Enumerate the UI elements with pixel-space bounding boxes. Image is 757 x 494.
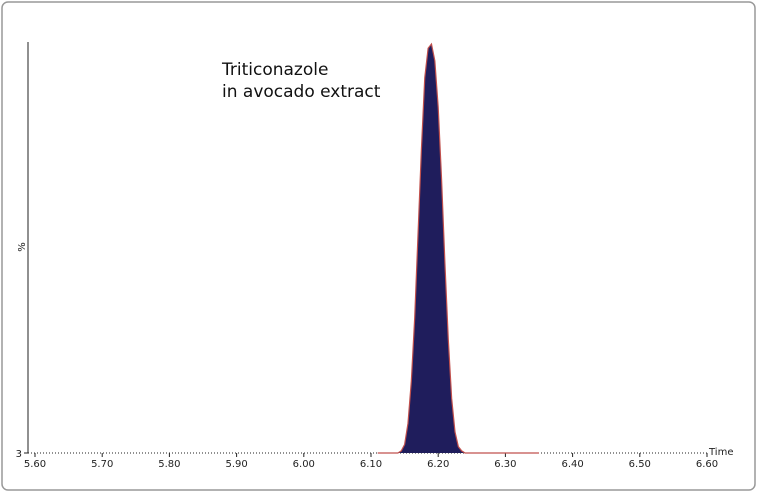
x-tick-label: 6.60 xyxy=(696,459,718,470)
x-tick-label: 5.70 xyxy=(91,459,113,470)
peak-area xyxy=(377,44,539,453)
x-axis-label: Time xyxy=(708,447,733,458)
x-tick-label: 6.30 xyxy=(494,459,516,470)
y-axis-label: % xyxy=(17,242,28,252)
x-tick-label: 5.90 xyxy=(225,459,247,470)
x-tick-label: 6.40 xyxy=(561,459,583,470)
y-tick-label: 3 xyxy=(16,449,22,460)
x-tick-label: 5.80 xyxy=(158,459,180,470)
x-tick-label: 6.10 xyxy=(360,459,382,470)
trace-line xyxy=(377,42,539,454)
x-tick-label: 6.20 xyxy=(427,459,449,470)
x-tick-label: 5.60 xyxy=(24,459,46,470)
annotation: in avocado extract xyxy=(222,82,381,102)
annotation: Triticonazole xyxy=(221,60,328,80)
x-tick-label: 6.50 xyxy=(629,459,651,470)
x-tick-label: 6.00 xyxy=(293,459,315,470)
